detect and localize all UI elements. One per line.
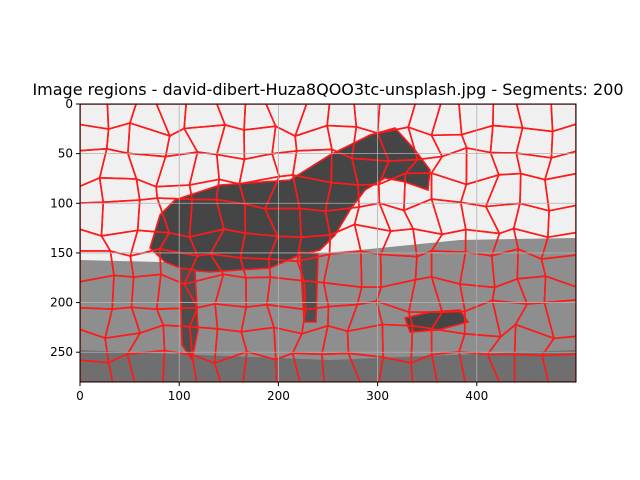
segment-cell bbox=[107, 352, 136, 382]
segment-cell bbox=[547, 204, 576, 239]
segment-cell bbox=[274, 352, 301, 382]
x-tick-label: 0 bbox=[76, 389, 84, 403]
segment-cell bbox=[126, 349, 166, 382]
segment-cell bbox=[430, 350, 466, 382]
segment-cell bbox=[242, 350, 278, 382]
segment-cell bbox=[543, 275, 576, 304]
y-tick-label: 50 bbox=[58, 147, 73, 161]
ground-dark-region bbox=[80, 350, 576, 382]
segment-cell bbox=[550, 123, 576, 159]
x-tick-label: 400 bbox=[465, 389, 488, 403]
x-tick-label: 200 bbox=[267, 389, 290, 403]
horse-leg-region bbox=[299, 251, 319, 323]
segment-cell bbox=[291, 352, 325, 382]
segment-cell bbox=[321, 352, 361, 382]
horse-leg-region bbox=[179, 267, 199, 363]
y-tick-label: 100 bbox=[50, 196, 73, 210]
axes-frame bbox=[79, 103, 577, 383]
segmented-image bbox=[80, 104, 576, 382]
segment-cell bbox=[486, 353, 516, 382]
segment-cell bbox=[378, 356, 414, 382]
segment-cell bbox=[410, 353, 438, 382]
segment-cell bbox=[544, 172, 576, 212]
segment-cell bbox=[191, 353, 222, 382]
chart-title: Image regions - david-dibert-Huza8QOO3tc… bbox=[32, 80, 623, 99]
segment-cell bbox=[541, 353, 576, 382]
segment-cell bbox=[550, 104, 576, 133]
y-tick-label: 200 bbox=[50, 296, 73, 310]
y-axis: 0 50 100 150 200 250 bbox=[50, 97, 80, 359]
segment-cell bbox=[213, 350, 248, 382]
segment-cell bbox=[540, 335, 576, 357]
segment-cell bbox=[540, 254, 576, 288]
y-tick-label: 0 bbox=[65, 97, 73, 111]
segment-cell bbox=[458, 350, 501, 382]
segment-cell bbox=[513, 353, 550, 382]
x-axis: 0 100 200 300 400 bbox=[76, 382, 488, 403]
segment-cell bbox=[347, 352, 384, 382]
y-tick-label: 250 bbox=[50, 345, 73, 359]
segment-cell bbox=[543, 299, 576, 340]
segment-cell bbox=[162, 349, 198, 382]
y-tick-label: 150 bbox=[50, 246, 73, 260]
segment-cell bbox=[540, 231, 576, 260]
x-tick-label: 100 bbox=[168, 389, 191, 403]
x-tick-label: 300 bbox=[366, 389, 389, 403]
grid-lines bbox=[80, 104, 576, 382]
segment-cell bbox=[80, 359, 114, 382]
